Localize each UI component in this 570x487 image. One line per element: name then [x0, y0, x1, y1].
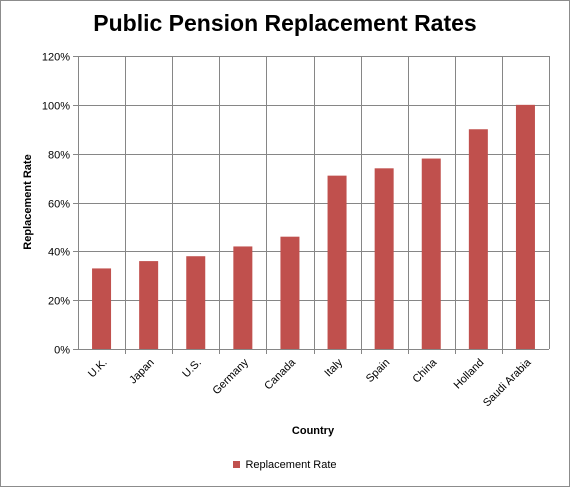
y-tick-labels: 0% 20% 40% 60% 80% 100% 120% [42, 52, 70, 357]
x-tick-label: U.K. [86, 357, 110, 381]
y-axis-label: Replacement Rate [22, 154, 34, 249]
y-tick-label: 0% [54, 345, 70, 357]
bar [468, 129, 488, 349]
y-tick-label: 120% [42, 52, 70, 64]
y-tick-label: 100% [42, 101, 70, 113]
x-tick-label: Germany [210, 356, 251, 397]
y-tick-label: 80% [48, 150, 70, 162]
x-axis-label: Country [292, 425, 335, 437]
x-tick-label: U.S. [180, 357, 204, 381]
bar [233, 246, 253, 349]
x-tick-label: Holland [452, 357, 487, 392]
x-tick-label: Spain [364, 357, 392, 385]
chart-title: Public Pension Replacement Rates [93, 10, 477, 36]
x-tick-label: Italy [322, 356, 345, 379]
bar [92, 268, 112, 349]
y-tick-label: 20% [48, 296, 70, 308]
x-tick-label: Saudi Arabia [481, 356, 534, 409]
x-tick-label: Japan [127, 357, 157, 387]
x-tick-label: Canada [262, 356, 298, 392]
bar [374, 168, 394, 349]
bar [421, 158, 441, 349]
legend-swatch [233, 461, 241, 468]
bar [280, 236, 300, 349]
bar [327, 175, 347, 349]
legend: Replacement Rate [0, 459, 570, 471]
y-tick-label: 40% [48, 247, 70, 259]
y-tick-label: 60% [48, 199, 70, 211]
bar [139, 261, 159, 349]
bar [186, 256, 206, 349]
legend-label: Replacement Rate [245, 459, 337, 471]
x-tick-labels: U.K. Japan U.S. Germany Canada Italy Spain Chin… [86, 356, 534, 409]
bars [92, 104, 535, 349]
x-tick-label: China [411, 356, 440, 385]
bar [515, 104, 535, 349]
